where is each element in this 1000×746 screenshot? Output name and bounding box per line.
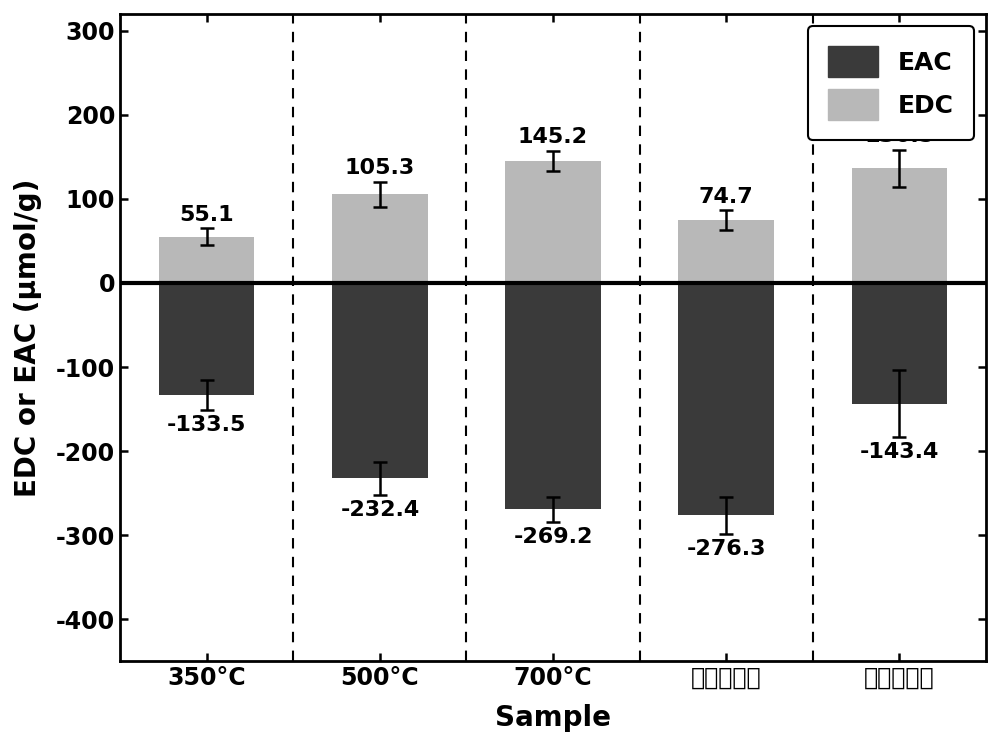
Text: -232.4: -232.4 xyxy=(340,501,420,520)
Bar xyxy=(159,236,254,283)
Bar xyxy=(852,168,947,283)
Text: 145.2: 145.2 xyxy=(518,128,588,148)
Bar xyxy=(852,283,947,404)
Bar xyxy=(678,220,774,283)
Text: -143.4: -143.4 xyxy=(859,442,939,463)
X-axis label: Sample: Sample xyxy=(495,704,611,732)
Text: 105.3: 105.3 xyxy=(345,158,415,178)
Legend: EAC, EDC: EAC, EDC xyxy=(808,26,974,140)
Text: 74.7: 74.7 xyxy=(699,186,753,207)
Bar xyxy=(332,283,428,478)
Bar xyxy=(678,283,774,515)
Text: 55.1: 55.1 xyxy=(180,205,234,225)
Text: -269.2: -269.2 xyxy=(513,527,593,547)
Y-axis label: EDC or EAC (μmol/g): EDC or EAC (μmol/g) xyxy=(14,178,42,497)
Bar xyxy=(159,283,254,395)
Bar xyxy=(332,195,428,283)
Text: 136.5: 136.5 xyxy=(864,126,934,146)
Bar xyxy=(505,283,601,510)
Text: -133.5: -133.5 xyxy=(167,416,247,436)
Bar xyxy=(505,161,601,283)
Text: -276.3: -276.3 xyxy=(686,539,766,559)
